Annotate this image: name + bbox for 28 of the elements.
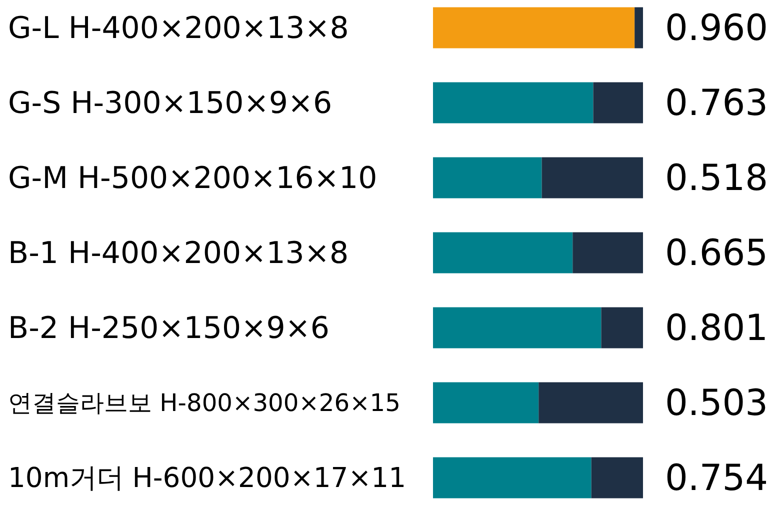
y-tick-label: B-2 H-250×150×9×6 <box>8 311 330 346</box>
bar <box>433 457 592 498</box>
y-tick-label: 연결슬라브보 H-800×300×26×15 <box>8 388 400 417</box>
bar <box>433 232 573 274</box>
bar <box>538 382 643 424</box>
data-label: 0.763 <box>665 82 768 124</box>
bar <box>591 457 643 498</box>
bar <box>433 82 594 124</box>
bar <box>593 82 643 124</box>
y-tick-label: G-L H-400×200×13×8 <box>8 11 349 46</box>
y-tick-label: G-S H-300×150×9×6 <box>8 86 332 121</box>
bar <box>433 382 539 424</box>
bar <box>601 307 643 348</box>
data-label: 0.518 <box>665 158 768 199</box>
bar <box>433 307 602 348</box>
bar <box>634 7 643 48</box>
y-tick-label: B-1 H-400×200×13×8 <box>8 236 349 271</box>
data-label: 0.801 <box>665 308 768 349</box>
bar <box>433 7 635 48</box>
data-label: 0.960 <box>665 8 768 49</box>
y-tick-label: 10m거더 H-600×200×17×11 <box>8 463 406 494</box>
data-label: 0.754 <box>665 458 768 499</box>
bar <box>433 157 542 198</box>
bar <box>572 232 643 274</box>
bar <box>542 157 643 198</box>
y-tick-label: G-M H-500×200×16×10 <box>8 161 378 196</box>
data-label: 0.503 <box>665 382 768 424</box>
data-label: 0.665 <box>665 232 768 274</box>
